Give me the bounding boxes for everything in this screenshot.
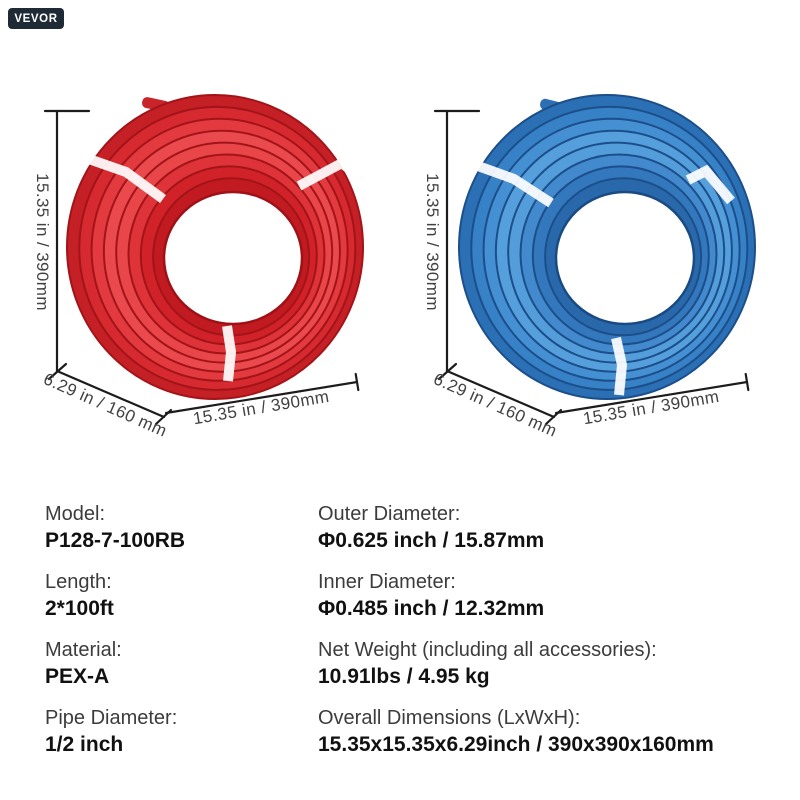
vevor-logo-text: VEVOR	[14, 12, 58, 25]
spec-pipe-diameter: Pipe Diameter: 1/2 inch	[45, 705, 318, 759]
blue-coil-image	[458, 94, 756, 400]
spec-model-label: Model:	[45, 503, 106, 525]
blue-tape-upper-left	[476, 161, 554, 208]
spec-inner-diameter-label: Inner Diameter:	[318, 571, 456, 593]
blue-tape-upper-right	[685, 164, 735, 205]
red-tape-upper-left	[84, 153, 166, 204]
red-height-dimension-label: 15.35 in / 390mm	[33, 173, 52, 311]
vevor-logo: VEVOR	[8, 8, 64, 29]
red-dimension-lines	[43, 109, 360, 426]
spec-net-weight-value: 10.91lbs / 4.95 kg	[318, 665, 490, 688]
red-coil-image	[66, 94, 383, 400]
spec-inner-diameter-value: Φ0.485 inch / 12.32mm	[318, 597, 545, 620]
spec-sheet: Model: P128-7-100RB Outer Diameter: Φ0.6…	[45, 501, 780, 759]
spec-material: Material: PEX-A	[45, 637, 318, 691]
spec-overall-dimensions-label: Overall Dimensions (LxWxH):	[318, 707, 581, 729]
blue-tape-bottom	[611, 336, 628, 396]
spec-model: Model: P128-7-100RB	[45, 501, 318, 555]
spec-pipe-diameter-label: Pipe Diameter:	[45, 707, 178, 729]
blue-dimension-lines	[433, 109, 750, 426]
spec-overall-dimensions: Overall Dimensions (LxWxH): 15.35x15.35x…	[318, 705, 780, 759]
spec-net-weight: Net Weight (including all accessories): …	[318, 637, 780, 691]
spec-net-weight-label: Net Weight (including all accessories):	[318, 639, 657, 661]
spec-inner-diameter: Inner Diameter: Φ0.485 inch / 12.32mm	[318, 569, 780, 623]
red-tape-bottom	[222, 325, 237, 382]
spec-length: Length: 2*100ft	[45, 569, 318, 623]
blue-height-dimension-label: 15.35 in / 390mm	[423, 173, 442, 311]
spec-outer-diameter-label: Outer Diameter:	[318, 503, 461, 525]
spec-outer-diameter: Outer Diameter: Φ0.625 inch / 15.87mm	[318, 501, 780, 555]
spec-length-label: Length:	[45, 571, 112, 593]
spec-material-label: Material:	[45, 639, 122, 661]
spec-model-value: P128-7-100RB	[45, 529, 186, 552]
red-tape-upper-right	[296, 156, 383, 198]
spec-outer-diameter-value: Φ0.625 inch / 15.87mm	[318, 529, 545, 552]
spec-overall-dimensions-value: 15.35x15.35x6.29inch / 390x390x160mm	[318, 733, 714, 756]
spec-pipe-diameter-value: 1/2 inch	[45, 733, 124, 756]
red-coil-hole	[162, 190, 304, 326]
spec-material-value: PEX-A	[45, 665, 110, 688]
coils-illustration: 15.35 in / 390mm 6.29 in / 160 mm 15.35 …	[33, 94, 756, 441]
spec-length-value: 2*100ft	[45, 597, 114, 620]
blue-coil-hole	[554, 190, 696, 326]
